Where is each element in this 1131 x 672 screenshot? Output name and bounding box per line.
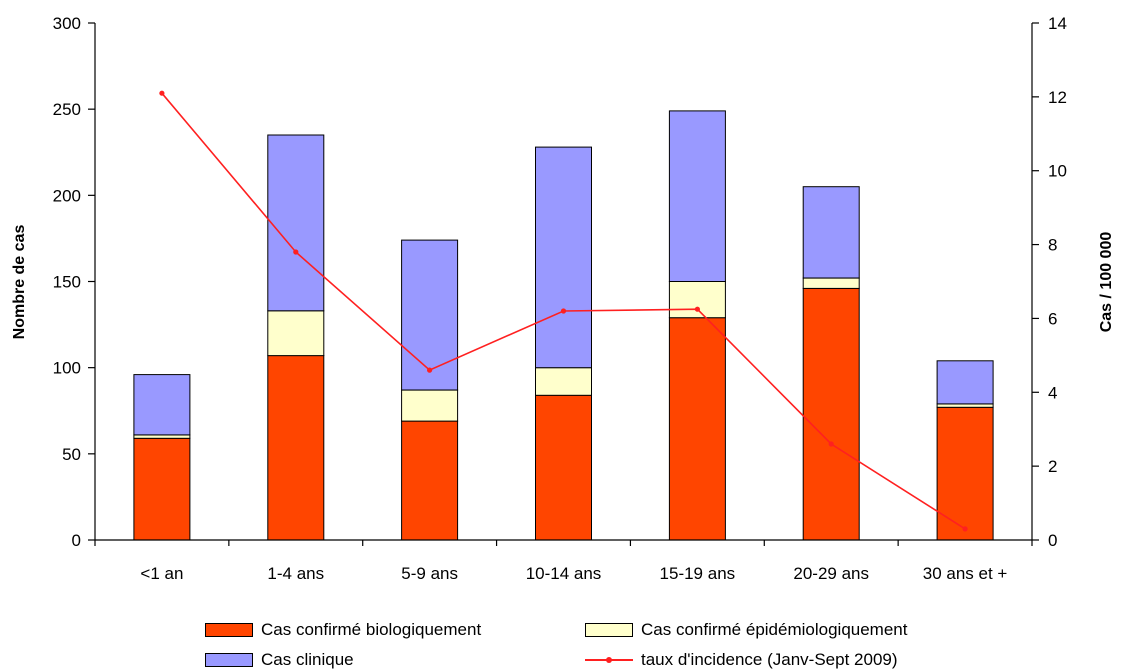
legend-swatch-epidemiologique: [585, 623, 633, 637]
legend-label-epidemiologique: Cas confirmé épidémiologiquement: [641, 620, 908, 639]
x-tick-label-1: <1 an: [140, 564, 183, 583]
chart-plot: 0 50 100 150 200 250 300 0 2 4 6 8 10 12 14 <1 an 1-4 an…: [11, 14, 1115, 583]
y-right-tick-label: 4: [1048, 383, 1057, 402]
legend: Cas confirmé biologiquement Cas confirmé…: [0, 600, 1131, 672]
bar-segment-1-2: [267, 355, 325, 541]
incidence-point-6: [828, 441, 834, 447]
bar-segment-2-2: [267, 310, 325, 357]
incidence-point-5: [694, 306, 701, 312]
incidence-line-layer: [159, 90, 968, 532]
x-tick-label-6: 20-29 ans: [793, 564, 869, 583]
bar-segment-2-5: [668, 281, 726, 319]
y-left-tick-label: 300: [53, 14, 81, 33]
bar-segment-1-5: [668, 317, 726, 541]
bar-segment-2-4: [535, 367, 592, 396]
y-right-tick-label: 14: [1048, 14, 1067, 33]
legend-item-biologique: Cas confirmé biologiquement: [205, 620, 481, 640]
y-right-tick-label: 6: [1048, 309, 1057, 328]
x-tick-label-4: 10-14 ans: [526, 564, 602, 583]
bars-layer: [133, 110, 994, 541]
legend-swatch-incidence: [585, 653, 633, 667]
bar-segment-1-4: [535, 394, 592, 541]
legend-label-biologique: Cas confirmé biologiquement: [261, 620, 482, 639]
incidence-point-3: [427, 367, 433, 373]
bar-segment-2-7: [936, 403, 994, 408]
bar-segment-3-7: [936, 360, 994, 405]
y-left-tick-label: 150: [53, 273, 81, 292]
legend-item-clinique: Cas clinique: [205, 650, 354, 670]
bar-segment-3-4: [535, 146, 592, 369]
bar-segment-1-7: [936, 406, 994, 541]
axes-layer: 0 50 100 150 200 250 300 0 2 4 6 8 10 12 14 <1 an 1-4 an…: [53, 14, 1067, 583]
y-right-tick-label: 8: [1048, 236, 1057, 255]
bar-segment-2-6: [802, 277, 860, 289]
y-left-tick-label: 250: [53, 100, 81, 119]
incidence-point-4: [560, 308, 567, 314]
legend-label-clinique: Cas clinique: [261, 650, 354, 669]
x-tick-label-3: 5-9 ans: [401, 564, 458, 583]
bar-segment-2-3: [401, 389, 459, 422]
bar-segment-3-2: [267, 134, 325, 312]
y-right-tick-label: 0: [1048, 531, 1057, 550]
legend-label-incidence: taux d'incidence (Janv-Sept 2009): [641, 650, 898, 669]
legend-item-incidence: taux d'incidence (Janv-Sept 2009): [585, 650, 898, 670]
x-tick-label-2: 1-4 ans: [267, 564, 324, 583]
y-right-tick-label: 10: [1048, 162, 1067, 181]
bar-segment-3-5: [668, 110, 726, 283]
incidence-point-7: [962, 526, 968, 532]
y-left-tick-label: 0: [72, 531, 81, 550]
bar-segment-3-3: [401, 239, 459, 391]
legend-swatch-biologique: [205, 623, 253, 637]
y-axis-left-label: Nombre de cas: [11, 225, 28, 340]
x-tick-label-5: 15-19 ans: [660, 564, 736, 583]
y-axis-right-label: Cas / 100 000: [1098, 232, 1115, 333]
incidence-point-1: [159, 90, 165, 96]
y-right-tick-label: 2: [1048, 457, 1057, 476]
bar-segment-3-1: [133, 374, 191, 436]
legend-swatch-clinique: [205, 653, 253, 667]
y-left-tick-label: 200: [53, 186, 81, 205]
x-tick-label-7: 30 ans et +: [923, 564, 1008, 583]
legend-item-epidemiologique: Cas confirmé épidémiologiquement: [585, 620, 907, 640]
bar-segment-3-6: [802, 186, 860, 279]
bar-segment-1-1: [133, 437, 191, 541]
y-left-tick-label: 50: [62, 445, 81, 464]
incidence-point-2: [293, 249, 299, 255]
bar-segment-1-6: [802, 287, 860, 541]
y-left-tick-label: 100: [53, 359, 81, 378]
y-right-tick-label: 12: [1048, 88, 1067, 107]
bar-segment-2-1: [133, 434, 191, 439]
bar-segment-1-3: [401, 420, 459, 541]
